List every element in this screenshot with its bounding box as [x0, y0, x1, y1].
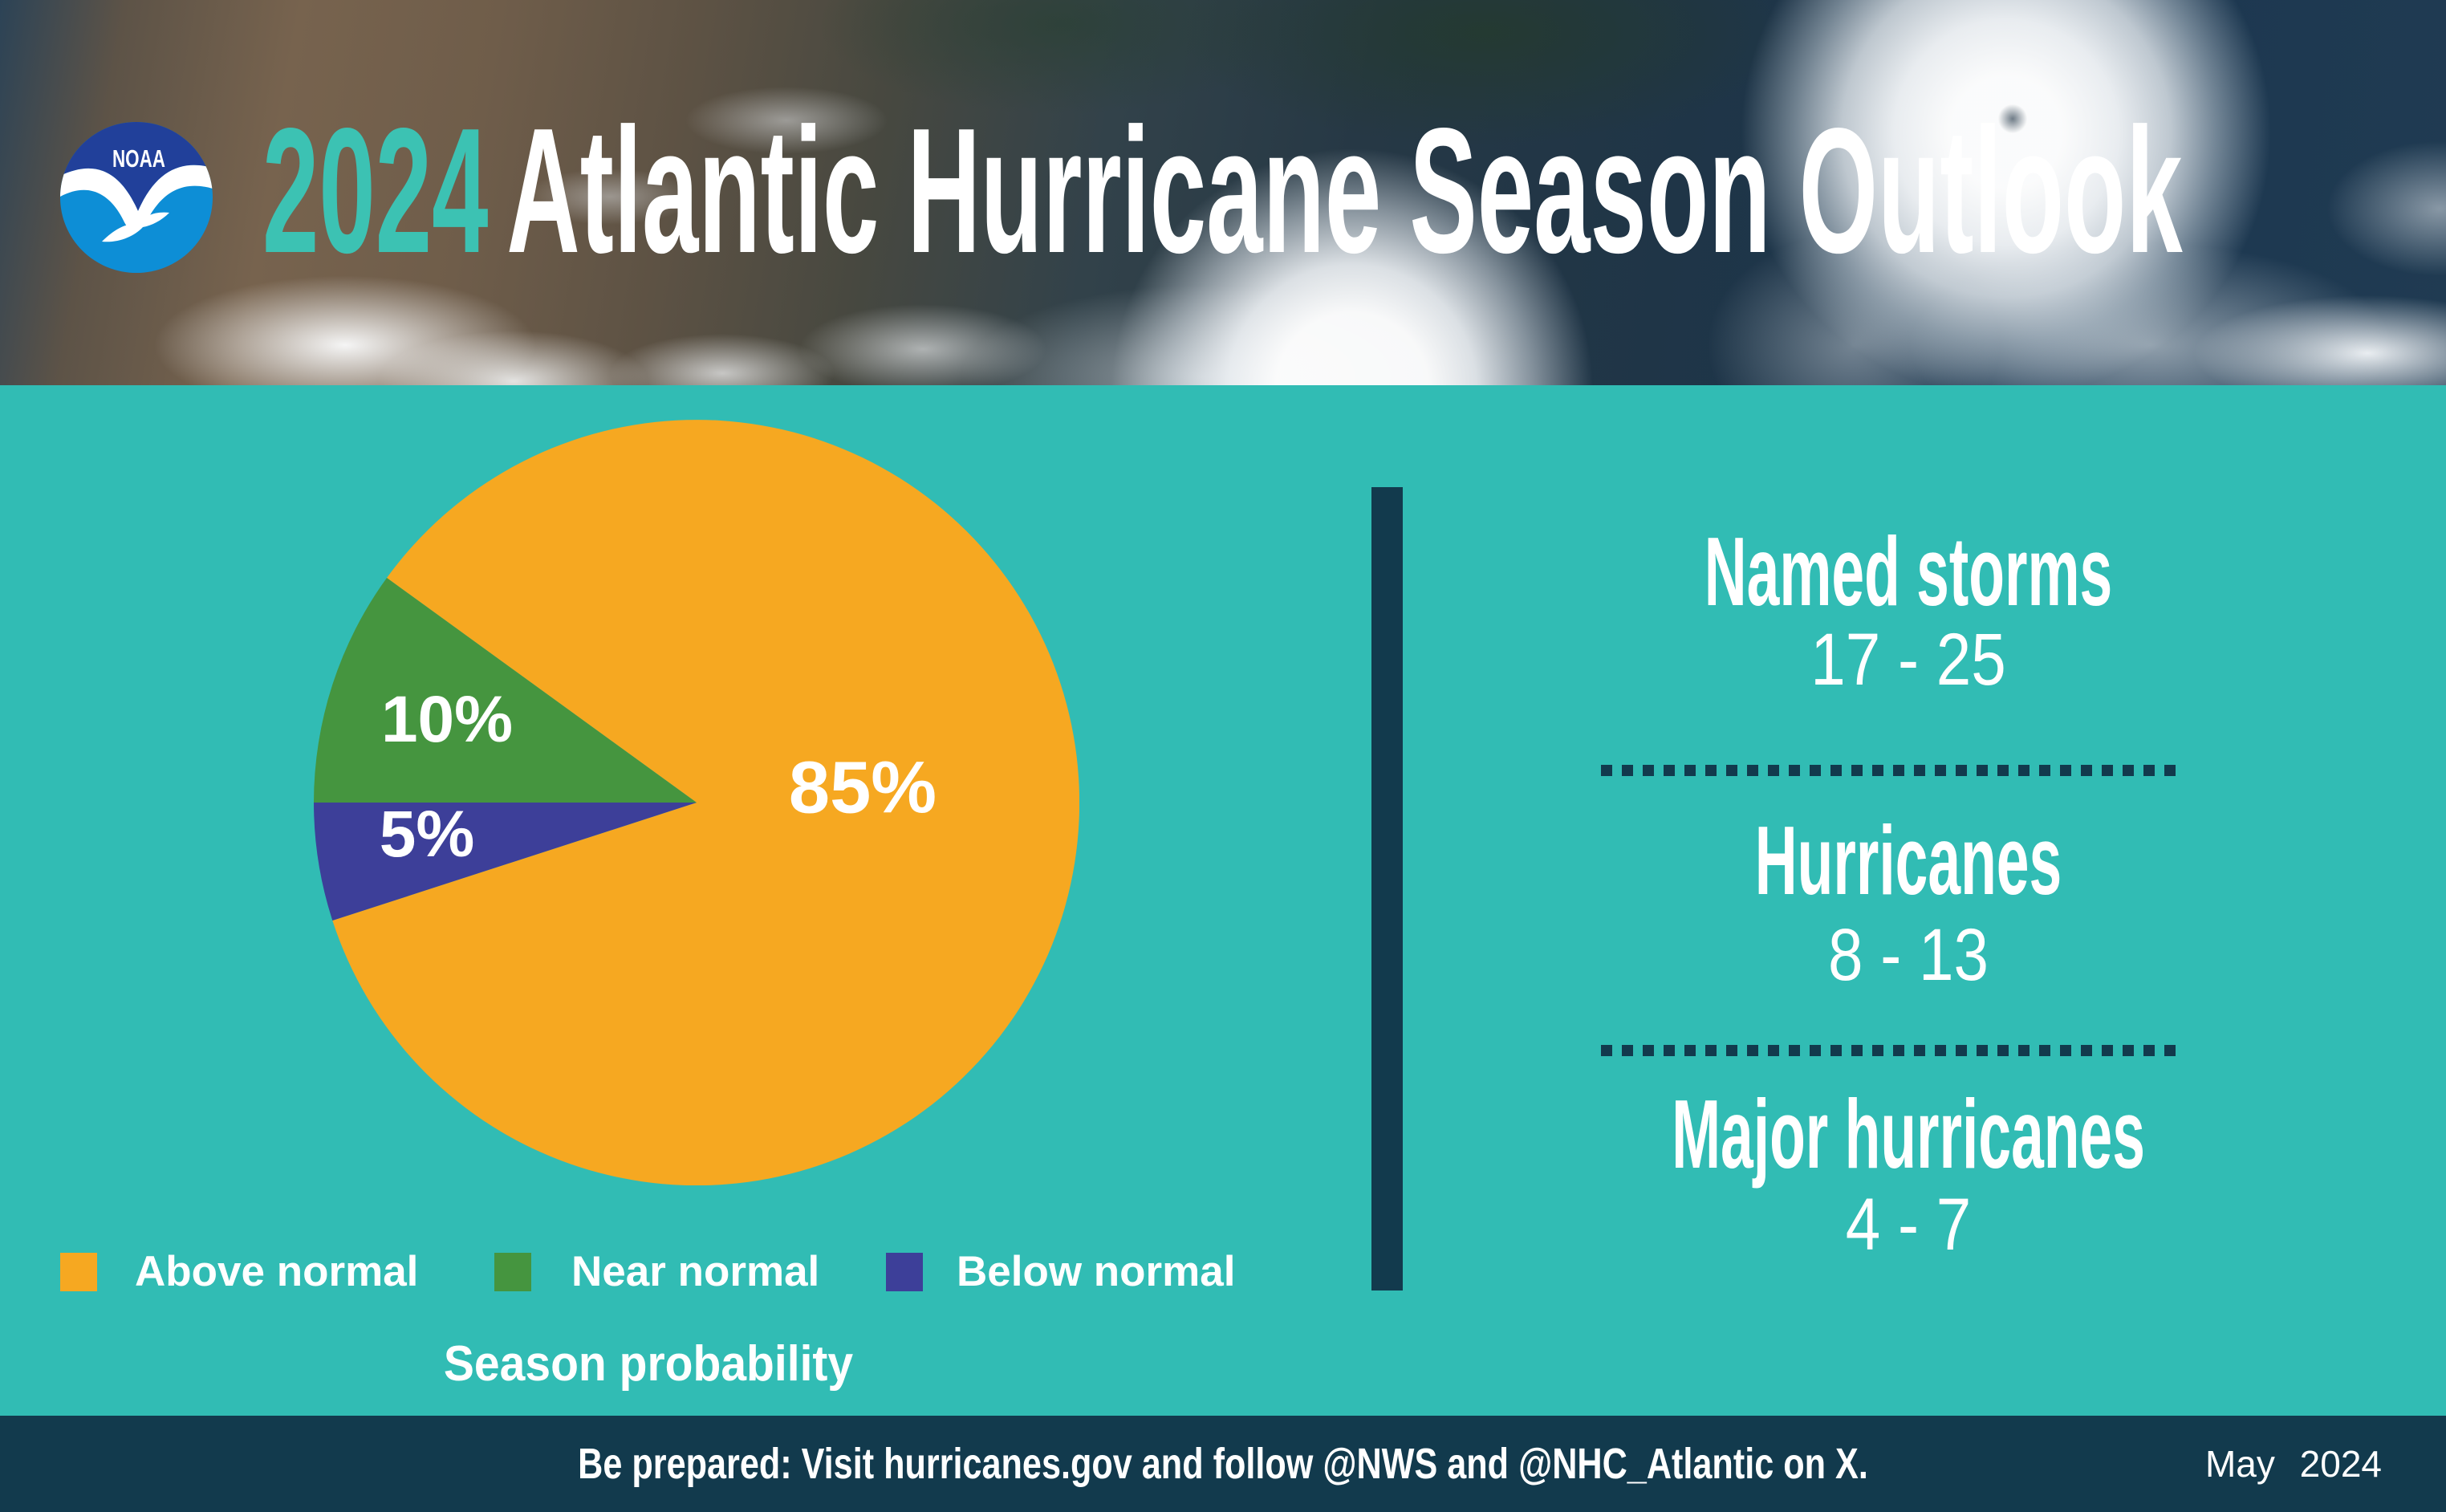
logo-noaa-text: NOAA: [112, 144, 165, 173]
footer-message: Be prepared: Visit hurricanes.gov and fo…: [578, 1440, 1868, 1488]
footer-date: May 2024: [2204, 1443, 2382, 1485]
pie-value-near-normal: 10%: [380, 683, 514, 756]
season-probability-pie-chart: [314, 420, 1079, 1185]
header-satellite-banner: NOAA 2024 Atlantic Hurricane Season Outl…: [0, 0, 2446, 385]
logo-gull-bird: [102, 212, 169, 242]
legend-label-near-normal: Near normal: [571, 1248, 820, 1295]
legend-label-below-normal: Below normal: [957, 1248, 1236, 1295]
pie-slice-below-normal: [314, 803, 697, 921]
noaa-logo-icon: NOAA: [60, 122, 213, 273]
legend-swatch-above-normal: [60, 1253, 97, 1291]
legend-swatch-below-normal: [886, 1253, 923, 1291]
legend-swatch-near-normal: [494, 1253, 531, 1291]
outlook-range-named-storms: 17 - 25: [1810, 619, 2006, 701]
pie-value-below-normal: 5%: [379, 798, 475, 871]
outlook-title-hurricanes: Hurricanes: [1754, 806, 2062, 915]
chart-title: Season probability: [443, 1336, 854, 1392]
outlook-title-major-hurricanes: Major hurricanes: [1672, 1079, 2145, 1189]
legend-label-above-normal: Above normal: [135, 1248, 419, 1295]
dotted-divider: [1601, 765, 2180, 776]
logo-sky: [60, 122, 213, 211]
title-year: 2024: [262, 91, 489, 291]
page-title: 2024 Atlantic Hurricane Season Outlook: [262, 95, 2183, 287]
footer-bar: Be prepared: Visit hurricanes.gov and fo…: [0, 1416, 2446, 1512]
pie-slice-above-normal: [332, 420, 1079, 1185]
logo-gull-swoosh: [60, 165, 213, 232]
vertical-divider-bar: [1371, 487, 1403, 1290]
outlook-panel: Named storms 17 - 25 Hurricanes 8 - 13 M…: [1411, 0, 2406, 1512]
pie-slice-near-normal: [314, 578, 697, 803]
dotted-divider: [1601, 1045, 2180, 1056]
outlook-range-major-hurricanes: 4 - 7: [1845, 1184, 1972, 1266]
outlook-title-named-storms: Named storms: [1704, 517, 2113, 626]
title-rest: Atlantic Hurricane Season Outlook: [506, 91, 2183, 291]
pie-value-above-normal: 85%: [788, 746, 937, 829]
outlook-range-hurricanes: 8 - 13: [1828, 914, 1989, 996]
